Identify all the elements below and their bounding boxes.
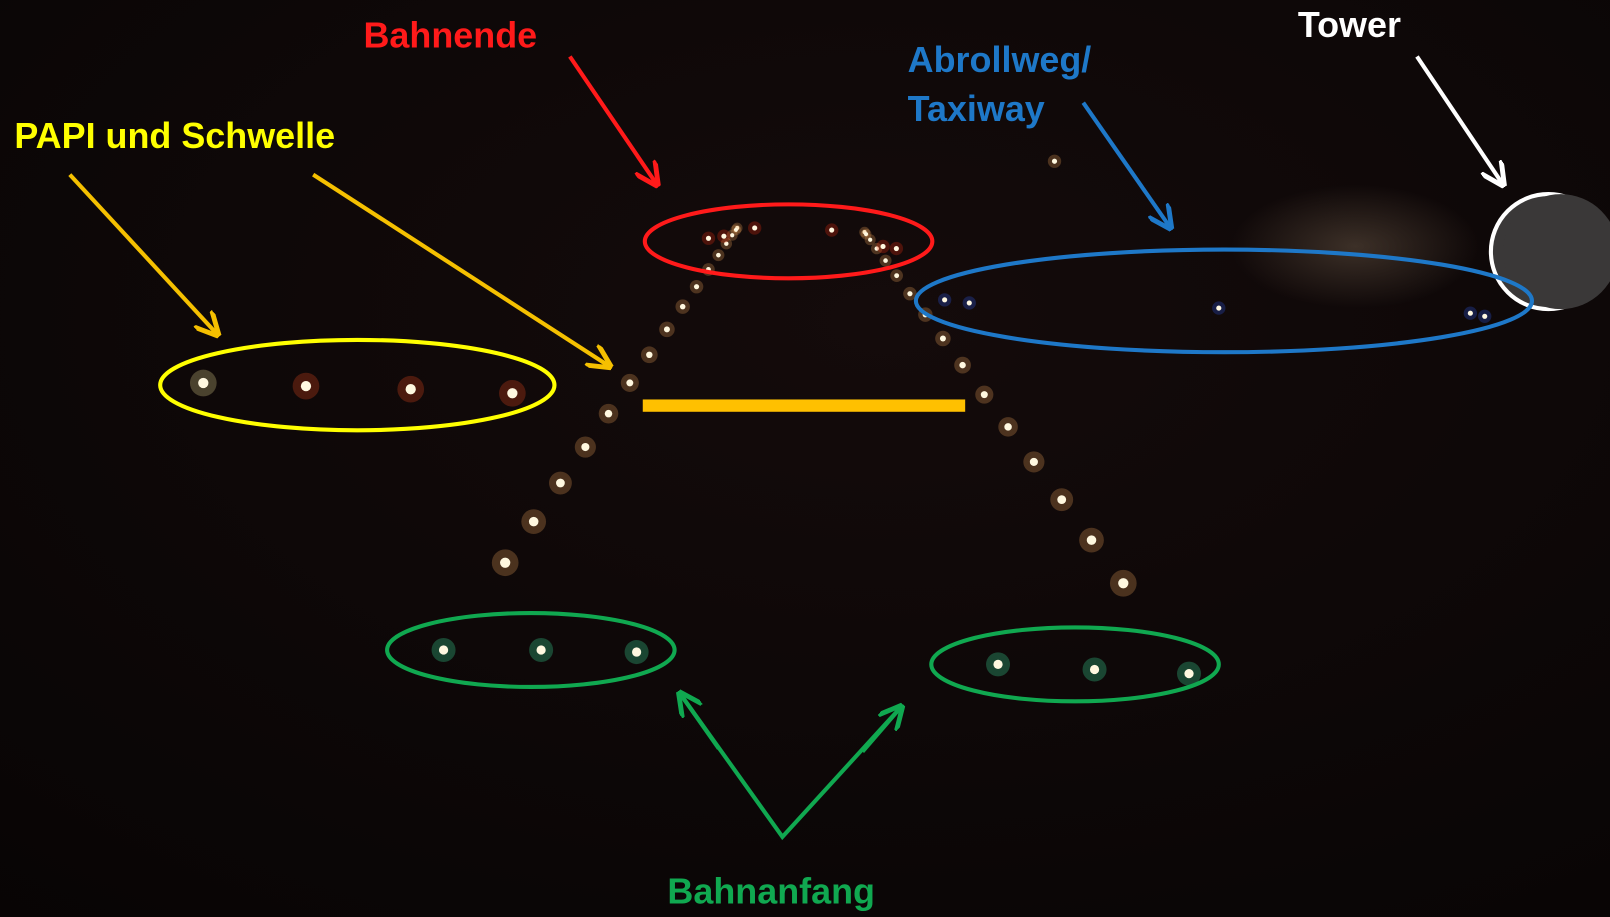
light <box>894 273 899 278</box>
light <box>529 517 539 527</box>
light <box>581 443 589 451</box>
light <box>959 362 965 368</box>
label-abrollweg: Abrollweg/ <box>908 39 1092 80</box>
light <box>694 284 699 289</box>
light <box>406 384 416 394</box>
label-papi: PAPI und Schwelle <box>14 115 335 156</box>
light <box>1184 669 1193 678</box>
light <box>1057 495 1066 504</box>
light <box>1004 423 1012 431</box>
light <box>967 300 972 305</box>
light <box>942 297 947 302</box>
label-bahnende: Bahnende <box>363 14 537 55</box>
annotated-photo: Bahnende PAPI und Schwelle Abrollweg/ Ta… <box>0 0 1610 917</box>
light <box>721 234 726 239</box>
label-bahnanfang: Bahnanfang <box>667 871 875 912</box>
light <box>1468 311 1473 316</box>
glow <box>1232 185 1478 308</box>
light <box>907 291 912 296</box>
light <box>1482 314 1487 319</box>
light <box>1118 578 1128 588</box>
light <box>981 391 988 398</box>
light <box>626 379 633 386</box>
light <box>752 225 757 230</box>
light <box>536 645 545 654</box>
light <box>198 378 208 388</box>
page: Bahnende PAPI und Schwelle Abrollweg/ Ta… <box>0 0 1610 917</box>
light <box>894 246 899 251</box>
label-taxiway: Taxiway <box>908 88 1045 129</box>
light <box>632 647 641 656</box>
light <box>993 660 1002 669</box>
light <box>605 410 613 418</box>
light <box>730 233 734 237</box>
light <box>880 244 885 249</box>
light <box>301 381 311 391</box>
light <box>507 388 517 398</box>
light <box>706 236 711 241</box>
light <box>716 253 721 258</box>
light <box>439 645 448 654</box>
light <box>883 258 888 263</box>
threshold-bar <box>643 399 965 411</box>
light <box>556 479 565 488</box>
light <box>1090 665 1099 674</box>
light <box>868 238 872 242</box>
light <box>1030 458 1038 466</box>
label-tower: Tower <box>1298 4 1401 45</box>
light <box>1087 535 1097 545</box>
light <box>646 352 652 358</box>
light <box>500 558 510 568</box>
light <box>664 326 670 332</box>
light <box>1052 159 1057 164</box>
light <box>829 227 834 232</box>
light <box>940 335 946 341</box>
light <box>680 304 686 310</box>
light <box>1216 306 1221 311</box>
